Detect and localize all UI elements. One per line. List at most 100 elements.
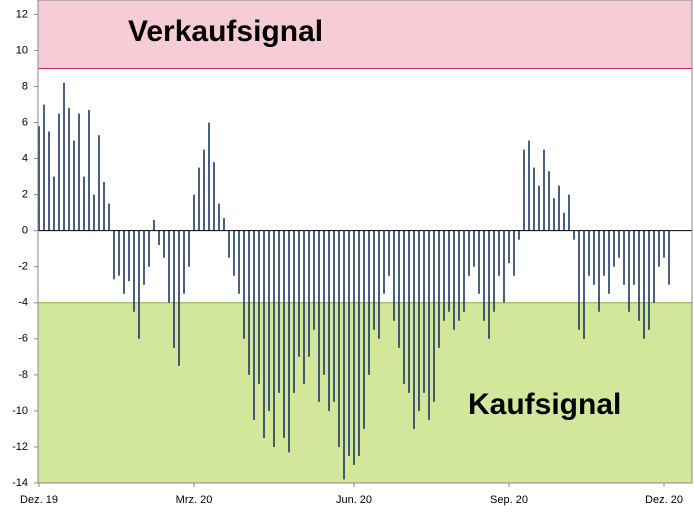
bar: [563, 212, 565, 231]
bar: [413, 230, 415, 429]
bar: [358, 230, 360, 456]
bar: [438, 230, 440, 348]
bar: [68, 108, 70, 231]
bar: [108, 203, 110, 231]
bar: [388, 230, 390, 276]
bar: [203, 149, 205, 231]
bar: [78, 113, 80, 231]
bar: [63, 82, 65, 231]
bar: [183, 230, 185, 294]
y-tick-label: -10: [12, 405, 28, 417]
bar: [48, 131, 50, 231]
bar: [603, 230, 605, 276]
bar: [668, 230, 670, 285]
bar: [488, 230, 490, 339]
bar: [118, 230, 120, 276]
bar: [613, 230, 615, 267]
bar: [468, 230, 470, 276]
bar: [608, 230, 610, 294]
y-tick-label: -8: [18, 369, 28, 381]
bar: [278, 230, 280, 393]
bar: [433, 230, 435, 402]
bar: [633, 230, 635, 285]
bar: [53, 176, 55, 231]
bar: [268, 230, 270, 411]
bar: [578, 230, 580, 330]
bar: [128, 230, 130, 282]
x-tick-label: Jun. 20: [336, 494, 372, 506]
y-tick-label: -6: [18, 333, 28, 345]
bar: [483, 230, 485, 321]
bar: [253, 230, 255, 420]
bar: [218, 203, 220, 231]
bar: [303, 230, 305, 384]
bar: [523, 149, 525, 231]
bar: [493, 230, 495, 312]
bar: [158, 230, 160, 246]
bar: [518, 230, 520, 240]
bar: [508, 230, 510, 264]
bar: [98, 135, 100, 231]
bar: [583, 230, 585, 339]
bar: [178, 230, 180, 366]
bar: [338, 230, 340, 447]
bar: [343, 230, 345, 480]
bar: [663, 230, 665, 258]
bar: [383, 230, 385, 294]
bar: [593, 230, 595, 285]
bar: [533, 167, 535, 231]
x-tick-label: Dez. 20: [645, 494, 683, 506]
y-tick-label: -2: [18, 261, 28, 273]
bar: [628, 230, 630, 312]
bar: [208, 122, 210, 231]
bar: [423, 230, 425, 393]
bar: [428, 230, 430, 420]
bar: [143, 230, 145, 285]
bar: [643, 230, 645, 339]
bar: [503, 230, 505, 303]
bar: [353, 230, 355, 465]
bar: [228, 230, 230, 258]
bar: [653, 230, 655, 303]
bar: [168, 230, 170, 303]
bar: [568, 194, 570, 231]
y-tick-label: 12: [16, 8, 28, 20]
signal-zone: [38, 302, 692, 483]
bar: [498, 230, 500, 276]
y-tick-label: 8: [22, 80, 28, 92]
bar: [38, 126, 40, 231]
bar: [193, 194, 195, 231]
zone-label: Kaufsignal: [468, 388, 621, 421]
bar: [58, 113, 60, 231]
bar: [88, 109, 90, 231]
bar: [308, 230, 310, 357]
bar: [138, 230, 140, 339]
bar: [323, 230, 325, 375]
bar: [83, 176, 85, 231]
bar: [418, 230, 420, 411]
y-tick-label: 10: [16, 44, 28, 56]
bar: [248, 230, 250, 375]
bar: [198, 167, 200, 231]
bar: [73, 140, 75, 231]
bar: [243, 230, 245, 339]
bar: [113, 230, 115, 280]
y-tick-label: 6: [22, 116, 28, 128]
bar: [403, 230, 405, 384]
bar: [238, 230, 240, 294]
bar: [478, 230, 480, 294]
bar: [538, 185, 540, 231]
bar: [528, 140, 530, 231]
bar: [298, 230, 300, 357]
bar: [623, 230, 625, 285]
y-tick-label: -12: [12, 441, 28, 453]
bar: [318, 230, 320, 402]
bar: [233, 230, 235, 276]
bar: [288, 230, 290, 453]
bar: [263, 230, 265, 438]
bar: [188, 230, 190, 267]
bar: [223, 218, 225, 231]
signal-zone: [38, 0, 692, 69]
bar: [598, 230, 600, 312]
